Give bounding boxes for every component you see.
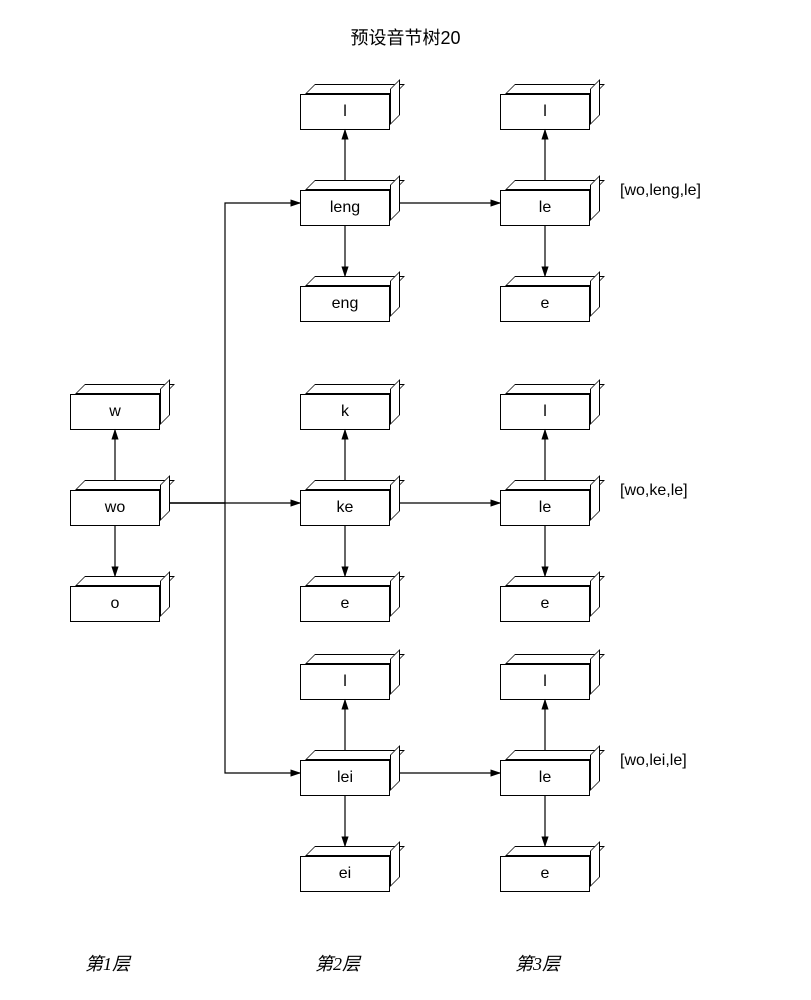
diagram-title: 预设音节树20	[0, 24, 811, 50]
node-r0-c3-bottom-label: e	[500, 286, 590, 322]
node-r2-c3-bottom-label: e	[500, 856, 590, 892]
node-r2-c3-top-label: l	[500, 664, 590, 700]
path-label-2: [wo,lei,le]	[620, 752, 687, 770]
node-r0-c2-top-label: l	[300, 94, 390, 130]
node-r1-c3-bottom-label: e	[500, 586, 590, 622]
node-r0-c2-bottom-label: eng	[300, 286, 390, 322]
layer-label-2: 第2层	[315, 950, 360, 976]
node-r1-c2-top-label: k	[300, 394, 390, 430]
node-r0-c3-main-label: le	[500, 190, 590, 226]
node-r1-c3-main-label: le	[500, 490, 590, 526]
node-r2-c2-main-label: lei	[300, 760, 390, 796]
node-r0-c3-top-label: l	[500, 94, 590, 130]
layer-label-3: 第3层	[515, 950, 560, 976]
node-r1-c2-bottom-label: e	[300, 586, 390, 622]
node-r2-c3-main-label: le	[500, 760, 590, 796]
node-r1-c2-main-label: ke	[300, 490, 390, 526]
node-c1-main-label: wo	[70, 490, 160, 526]
path-label-1: [wo,ke,le]	[620, 482, 688, 500]
node-c1-bottom-label: o	[70, 586, 160, 622]
layer-label-1: 第1层	[85, 950, 130, 976]
node-r1-c3-top-label: l	[500, 394, 590, 430]
node-r0-c2-main-label: leng	[300, 190, 390, 226]
node-c1-top-label: w	[70, 394, 160, 430]
node-r2-c2-bottom-label: ei	[300, 856, 390, 892]
path-label-0: [wo,leng,le]	[620, 182, 701, 200]
node-r2-c2-top-label: l	[300, 664, 390, 700]
